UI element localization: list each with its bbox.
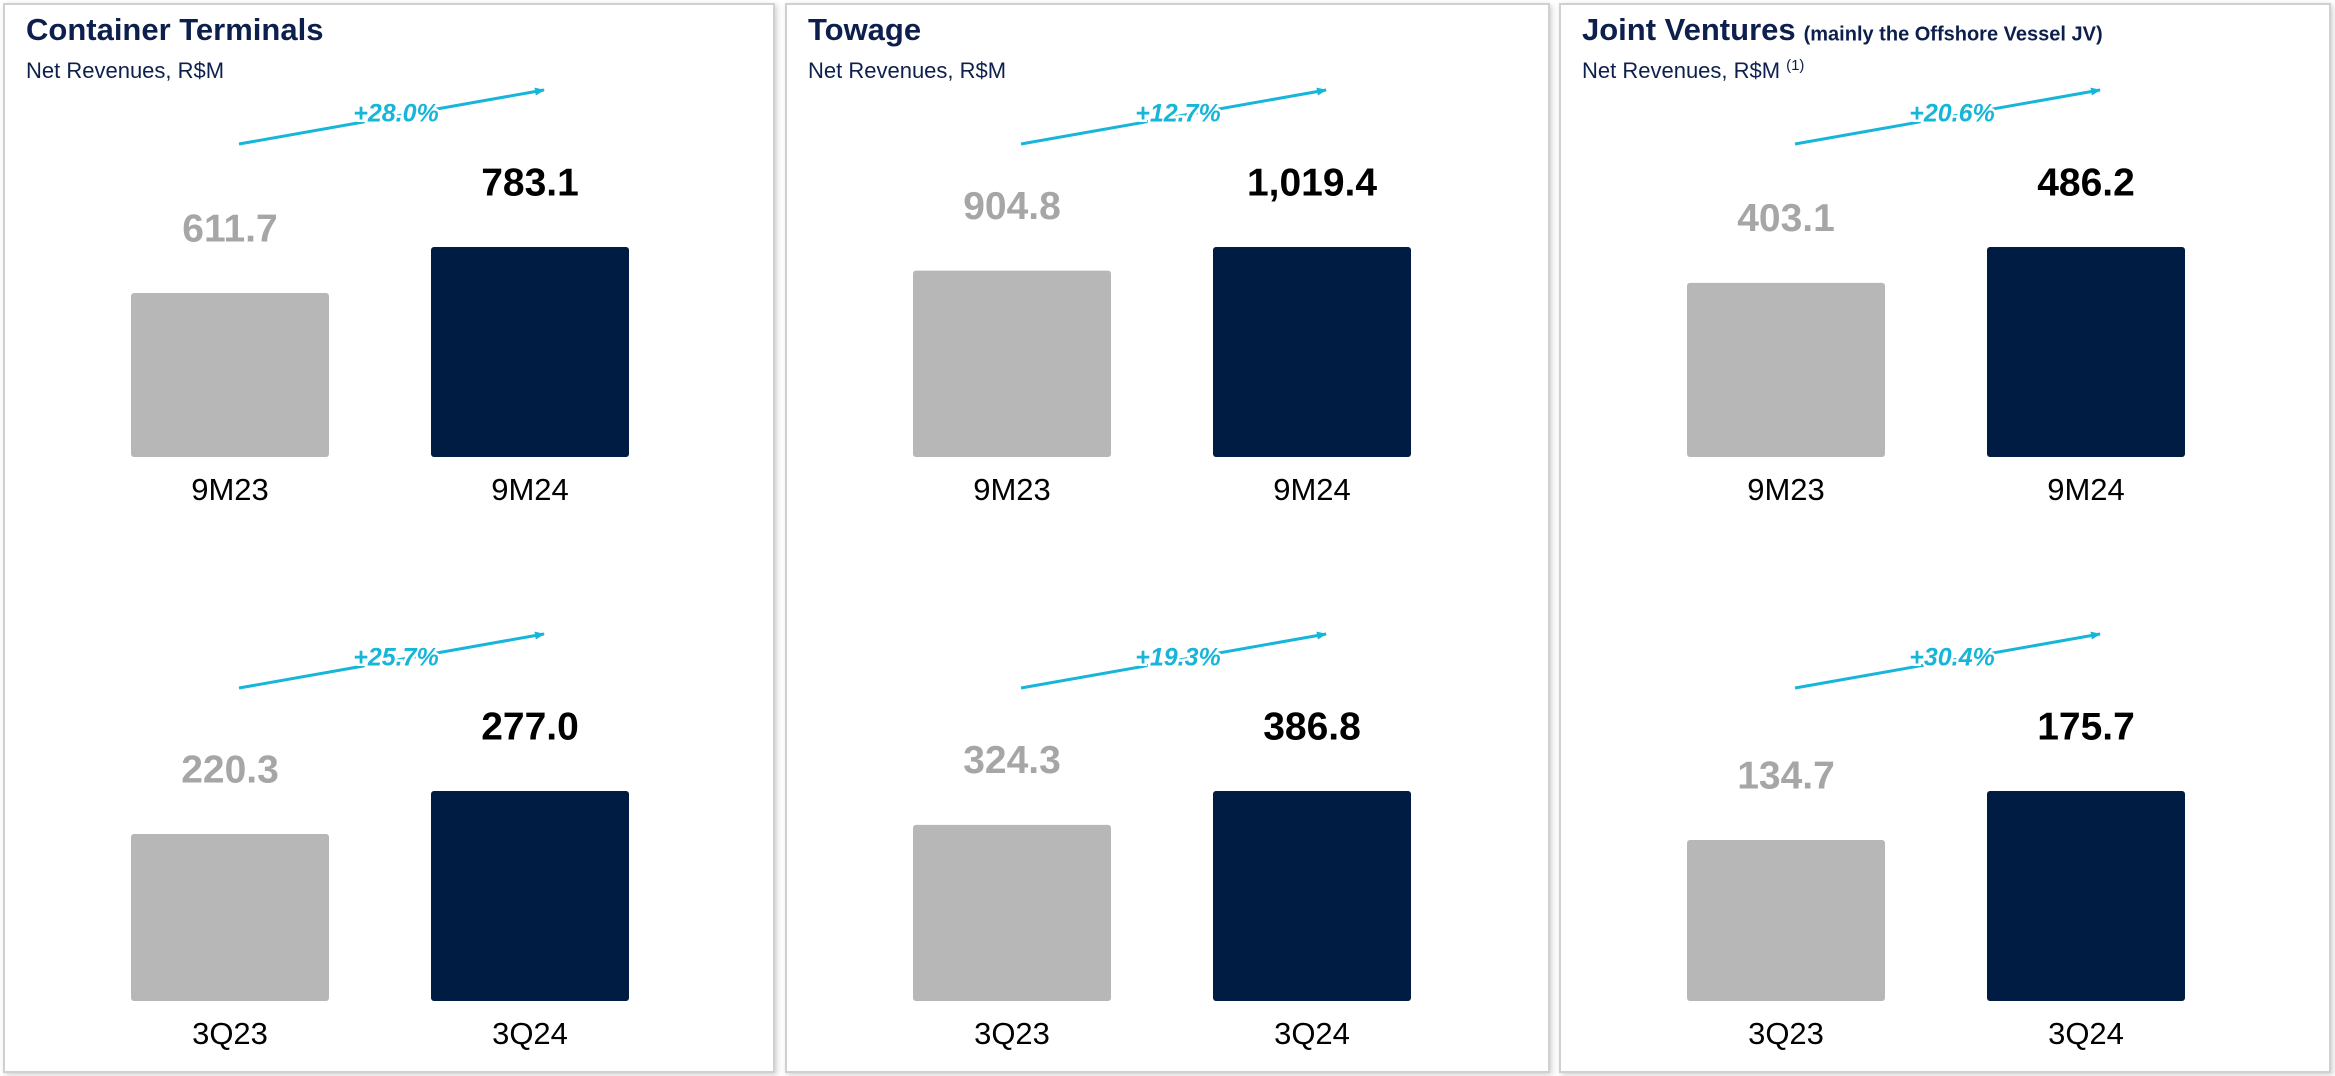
- panel: [1559, 3, 2331, 1073]
- category-label: 3Q24: [2048, 1016, 2124, 1051]
- value-label: 1,019.4: [1247, 161, 1377, 204]
- value-label: 175.7: [2037, 705, 2135, 748]
- panel: [785, 3, 1550, 1073]
- growth-label: +20.6%: [1909, 100, 1995, 128]
- panel-subtitle: Net Revenues, R$M: [808, 58, 1006, 83]
- growth-arrow: [1794, 87, 2101, 146]
- bar: [131, 833, 329, 1001]
- value-label: 277.0: [481, 705, 579, 748]
- growth-arrow: [1020, 631, 1327, 690]
- bar: [1987, 247, 2185, 457]
- value-label: 783.1: [481, 161, 579, 204]
- category-label: 9M23: [191, 472, 269, 507]
- bar: [1213, 791, 1411, 1001]
- category-label: 9M24: [2047, 472, 2125, 507]
- bar: [1687, 840, 1885, 1001]
- growth-arrow: [238, 87, 545, 146]
- panel-title-note: (mainly the Offshore Vessel JV): [1804, 23, 2103, 45]
- category-label: 9M23: [1747, 472, 1825, 507]
- bar: [431, 791, 629, 1001]
- value-label: 134.7: [1737, 754, 1835, 797]
- bar: [913, 270, 1111, 457]
- value-label: 904.8: [963, 185, 1061, 228]
- category-label: 9M24: [1273, 472, 1351, 507]
- growth-arrow: [238, 631, 545, 690]
- panel: [3, 3, 775, 1073]
- category-label: 3Q23: [974, 1016, 1050, 1051]
- bar: [913, 824, 1111, 1001]
- panel-subtitle: Net Revenues, R$M: [26, 58, 224, 83]
- panel-subtitle-note: (1): [1786, 57, 1804, 74]
- value-label: 486.2: [2037, 161, 2135, 204]
- growth-arrow: [1794, 631, 2101, 690]
- growth-arrow: [1020, 87, 1327, 146]
- category-label: 3Q23: [1748, 1016, 1824, 1051]
- growth-label: +12.7%: [1135, 100, 1221, 128]
- panel-title: Towage: [808, 12, 921, 47]
- value-label: 220.3: [181, 748, 279, 791]
- growth-label: +19.3%: [1135, 644, 1221, 672]
- value-label: 403.1: [1737, 197, 1835, 240]
- value-label: 386.8: [1263, 705, 1361, 748]
- bar: [1213, 247, 1411, 457]
- panel-subtitle: Net Revenues, R$M: [1582, 58, 1780, 83]
- bar: [1687, 282, 1885, 457]
- category-label: 9M24: [491, 472, 569, 507]
- panel-title: Container Terminals: [26, 12, 323, 47]
- category-label: 3Q23: [192, 1016, 268, 1051]
- category-label: 9M23: [973, 472, 1051, 507]
- bar: [131, 292, 329, 457]
- category-label: 3Q24: [1274, 1016, 1350, 1051]
- growth-label: +28.0%: [353, 100, 439, 128]
- growth-label: +25.7%: [353, 644, 439, 672]
- growth-label: +30.4%: [1909, 644, 1995, 672]
- bar: [1987, 791, 2185, 1001]
- panel-title: Joint Ventures: [1582, 12, 1796, 47]
- value-label: 324.3: [963, 739, 1061, 782]
- value-label: 611.7: [182, 207, 277, 250]
- bar: [431, 247, 629, 457]
- category-label: 3Q24: [492, 1016, 568, 1051]
